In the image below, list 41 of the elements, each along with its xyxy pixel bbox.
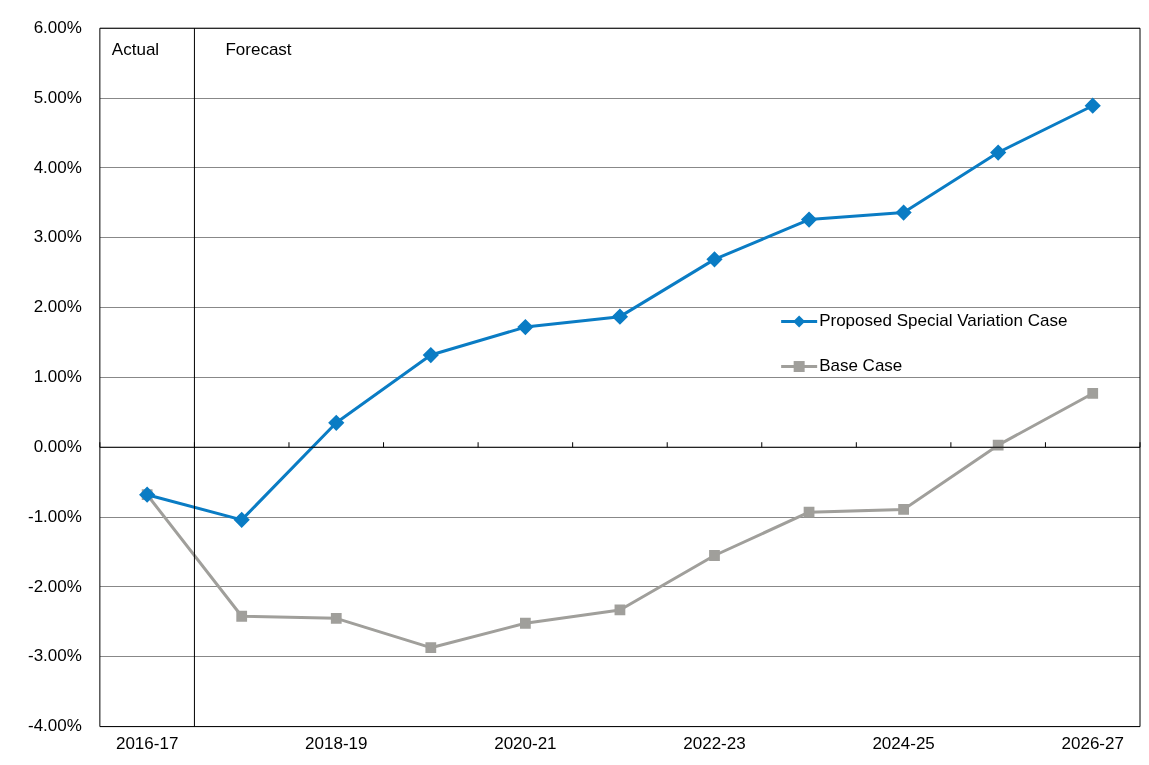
point bbox=[990, 145, 1006, 161]
x-tick-label: 2026-27 bbox=[1061, 734, 1124, 754]
point bbox=[706, 251, 722, 267]
legend-label: Proposed Special Variation Case bbox=[819, 311, 1068, 331]
x-tick-label: 2024-25 bbox=[872, 734, 935, 754]
y-tick-label: 1.00% bbox=[33, 367, 82, 387]
point bbox=[896, 205, 912, 221]
point bbox=[328, 415, 344, 431]
point bbox=[330, 612, 342, 624]
point bbox=[236, 610, 248, 622]
point bbox=[1087, 388, 1099, 399]
point bbox=[517, 319, 533, 335]
point bbox=[423, 347, 439, 363]
y-tick-label: 5.00% bbox=[33, 87, 82, 107]
point bbox=[519, 617, 531, 629]
annotation: Actual bbox=[111, 40, 160, 60]
point bbox=[801, 212, 817, 228]
point bbox=[898, 504, 909, 515]
y-tick-label: 2.00% bbox=[33, 297, 82, 317]
x-tick-label: 2018-19 bbox=[305, 734, 368, 754]
point bbox=[992, 439, 1004, 451]
y-tick-label: 0.00% bbox=[33, 436, 82, 456]
annotation: Forecast bbox=[225, 40, 292, 60]
point bbox=[709, 550, 720, 561]
point bbox=[1085, 98, 1101, 114]
legend-label: Base Case bbox=[819, 356, 903, 376]
point bbox=[612, 309, 628, 325]
y-tick-label: 3.00% bbox=[33, 227, 82, 247]
y-tick-label: -4.00% bbox=[27, 716, 82, 736]
point bbox=[234, 512, 250, 528]
x-tick-label: 2022-23 bbox=[683, 734, 746, 754]
x-tick-label: 2016-17 bbox=[115, 734, 179, 754]
y-tick-label: -3.00% bbox=[27, 646, 82, 666]
y-tick-label: -2.00% bbox=[27, 576, 82, 596]
x-tick-label: 2020-21 bbox=[494, 734, 557, 754]
y-tick-label: 4.00% bbox=[33, 157, 82, 177]
point bbox=[614, 604, 626, 616]
y-tick-label: -1.00% bbox=[27, 506, 82, 526]
point bbox=[803, 506, 815, 518]
point bbox=[425, 642, 437, 654]
y-tick-label: 6.00% bbox=[33, 17, 82, 37]
